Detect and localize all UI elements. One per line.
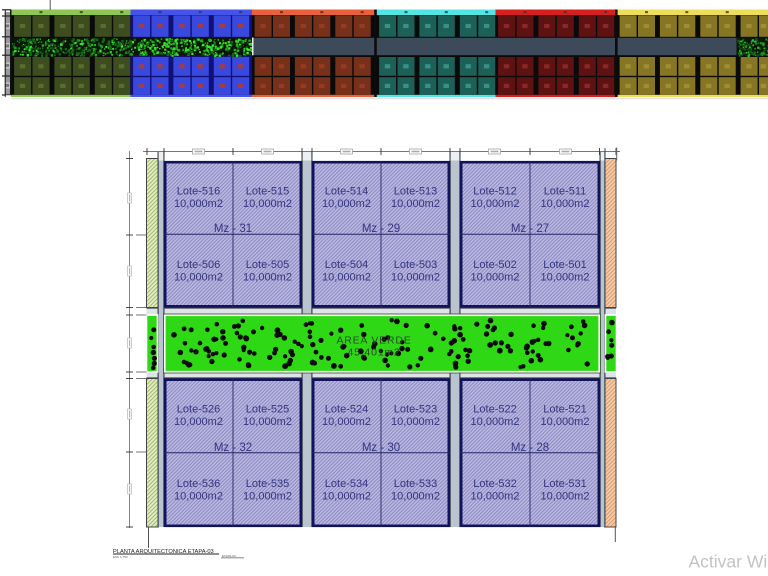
svg-text:10,000m2: 10,000m2 (174, 198, 223, 210)
svg-text:Lote-511: Lote-511 (544, 186, 587, 198)
svg-text:10,000m2: 10,000m2 (322, 416, 371, 428)
svg-text:10,000m2: 10,000m2 (243, 416, 292, 428)
svg-text:10,000m2: 10,000m2 (541, 198, 590, 210)
svg-text:10,000m2: 10,000m2 (541, 416, 590, 428)
svg-text:ETAPA-03: ETAPA-03 (222, 554, 236, 558)
svg-text:10,000m2: 10,000m2 (243, 198, 292, 210)
svg-text:PLANTA ARQUITECTONICA ETAPA-03: PLANTA ARQUITECTONICA ETAPA-03 (113, 549, 214, 555)
svg-text:Mz - 29: Mz - 29 (362, 223, 400, 235)
svg-text:Lote-526: Lote-526 (177, 404, 220, 416)
svg-text:10,000m2: 10,000m2 (391, 198, 440, 210)
svg-text:Mz - 27: Mz - 27 (511, 223, 549, 235)
svg-text:Lote-535: Lote-535 (246, 478, 289, 490)
svg-text:10,000m2: 10,000m2 (243, 491, 292, 503)
svg-text:Mz - 31: Mz - 31 (214, 223, 252, 235)
svg-text:Mz - 32: Mz - 32 (214, 442, 252, 454)
svg-text:Lote-502: Lote-502 (473, 259, 516, 271)
svg-text:10,000m2: 10,000m2 (322, 272, 371, 284)
svg-text:10,000m2: 10,000m2 (471, 272, 520, 284)
svg-text:Lote-534: Lote-534 (325, 478, 368, 490)
svg-text:10,000m2: 10,000m2 (322, 491, 371, 503)
svg-text:Lote-524: Lote-524 (325, 404, 368, 416)
svg-text:Lote-515: Lote-515 (246, 186, 289, 198)
svg-text:Lote-513: Lote-513 (394, 186, 437, 198)
svg-text:Lote-521: Lote-521 (543, 404, 586, 416)
svg-text:Lote-523: Lote-523 (394, 404, 437, 416)
svg-text:Lote-512: Lote-512 (473, 186, 516, 198)
svg-text:Lote-536: Lote-536 (177, 478, 220, 490)
svg-text:10,000m2: 10,000m2 (174, 491, 223, 503)
svg-text:Mz - 28: Mz - 28 (511, 442, 549, 454)
svg-text:Mz - 30: Mz - 30 (362, 442, 400, 454)
svg-text:10,000m2: 10,000m2 (391, 491, 440, 503)
svg-text:10,000m2: 10,000m2 (471, 416, 520, 428)
svg-text:10,000m2: 10,000m2 (174, 416, 223, 428)
svg-text:Lote-504: Lote-504 (325, 259, 368, 271)
svg-text:Lote-522: Lote-522 (473, 404, 516, 416)
svg-text:Lote-533: Lote-533 (394, 478, 437, 490)
svg-text:AREA VERDE: AREA VERDE (336, 335, 411, 347)
svg-text:Activar Wi: Activar Wi (689, 552, 768, 572)
svg-text:10,000m2: 10,000m2 (391, 416, 440, 428)
svg-text:Lote-506: Lote-506 (177, 259, 220, 271)
svg-text:ESC 1:750: ESC 1:750 (113, 555, 128, 559)
svg-text:Lote-516: Lote-516 (177, 186, 220, 198)
svg-text:10,000m2: 10,000m2 (391, 272, 440, 284)
svg-text:Lote-525: Lote-525 (246, 404, 289, 416)
svg-text:45,401m2: 45,401m2 (347, 347, 400, 359)
svg-text:Lote-531: Lote-531 (543, 478, 586, 490)
svg-text:10,000m2: 10,000m2 (174, 272, 223, 284)
svg-text:10,000m2: 10,000m2 (471, 491, 520, 503)
svg-text:10,000m2: 10,000m2 (471, 198, 520, 210)
svg-text:10,000m2: 10,000m2 (541, 491, 590, 503)
svg-text:Lote-505: Lote-505 (246, 259, 289, 271)
svg-text:Lote-532: Lote-532 (473, 478, 516, 490)
svg-text:Lote-514: Lote-514 (325, 186, 368, 198)
svg-text:10,000m2: 10,000m2 (541, 272, 590, 284)
svg-text:Lote-503: Lote-503 (394, 259, 437, 271)
svg-text:10,000m2: 10,000m2 (243, 272, 292, 284)
svg-text:10,000m2: 10,000m2 (322, 198, 371, 210)
svg-text:Lote-501: Lote-501 (543, 259, 586, 271)
